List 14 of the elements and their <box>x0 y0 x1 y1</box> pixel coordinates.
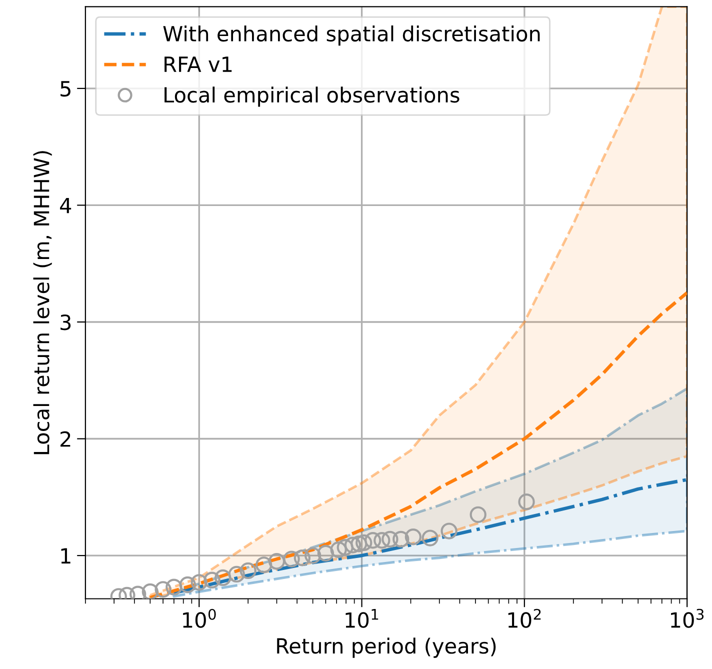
x-tick-label: 10$^{0}$ <box>183 608 216 628</box>
x-axis-title: Return period (years) <box>277 638 496 658</box>
y-tick-label: 4 <box>60 198 72 214</box>
x-tick-label: 10$^{3}$ <box>671 608 704 628</box>
y-axis-title: Local return level (m, MHHW) <box>33 151 52 454</box>
legend-label: RFA v1 <box>164 56 232 72</box>
legend-label: With enhanced spatial discretisation <box>163 25 540 46</box>
legend-label: Local empirical observations <box>164 86 460 107</box>
y-tick-label: 2 <box>60 431 70 447</box>
y-tick-label: 3 <box>60 314 71 330</box>
x-tick-label: 10$^{2}$ <box>508 608 541 628</box>
y-tick-label: 1 <box>61 548 70 564</box>
x-tick-label: 10$^{1}$ <box>346 609 378 628</box>
y-tick-label: 5 <box>60 81 70 97</box>
